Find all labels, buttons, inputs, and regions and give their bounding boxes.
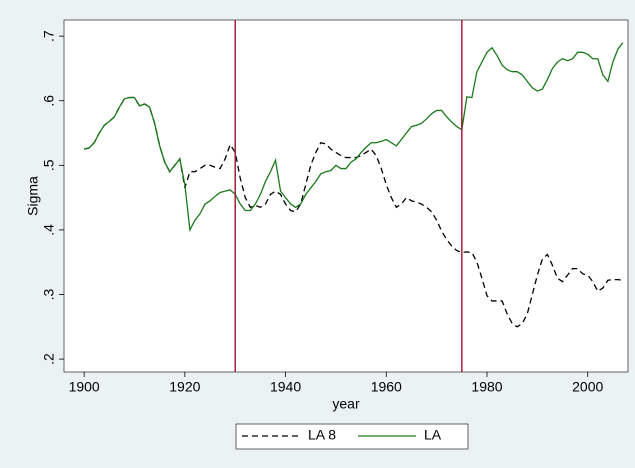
plot-area (63, 19, 629, 373)
series-line (83, 42, 624, 233)
legend-label: LA 8 (308, 427, 336, 443)
x-axis-title: year (332, 396, 360, 412)
x-tick-label: 2000 (572, 379, 603, 395)
x-tick-label: 1920 (169, 379, 200, 395)
x-tick-label: 1960 (371, 379, 402, 395)
y-tick-label: .3 (41, 288, 57, 300)
x-tick-label: 1980 (471, 379, 502, 395)
y-tick-label: .2 (41, 353, 57, 365)
y-tick-label: .7 (41, 30, 57, 42)
legend-label: LA (424, 427, 442, 443)
y-axis-title: Sigma (25, 176, 41, 216)
y-tick-label: .6 (41, 95, 57, 107)
x-tick-label: 1940 (270, 379, 301, 395)
y-tick-label: .4 (41, 224, 57, 236)
x-tick-label: 1900 (69, 379, 100, 395)
y-tick-label: .5 (41, 159, 57, 171)
